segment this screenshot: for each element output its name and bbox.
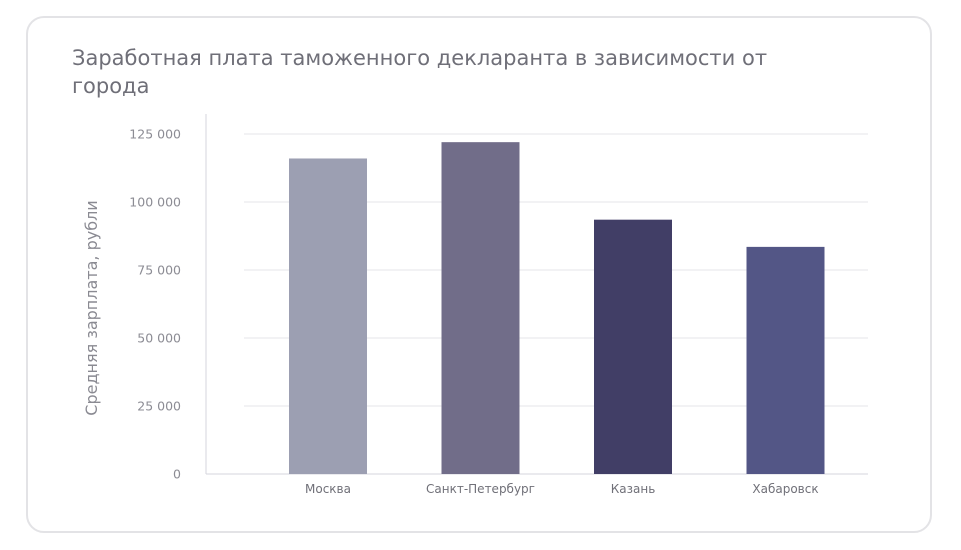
y-tick-label: 100 000 <box>129 195 181 210</box>
y-tick-label: 50 000 <box>137 331 181 346</box>
category-label: Казань <box>611 482 656 496</box>
category-labels: Москва Санкт-Петербург Казань Хабаровск <box>305 482 819 496</box>
y-tick-labels: 0 25 000 50 000 75 000 100 000 125 000 <box>129 127 181 482</box>
y-axis-label: Средняя зарплата, рубли <box>82 200 101 415</box>
y-tick-label: 125 000 <box>129 127 181 142</box>
y-tick-label: 75 000 <box>137 263 181 278</box>
y-tick-label: 25 000 <box>137 399 181 414</box>
chart-title: Заработная плата таможенного декларанта … <box>72 46 768 98</box>
category-label: Москва <box>305 482 351 496</box>
bar-2 <box>441 142 520 474</box>
category-label: Санкт-Петербург <box>426 482 535 496</box>
bars <box>289 142 825 475</box>
y-tick-label: 0 <box>173 467 181 482</box>
bar-3 <box>594 219 672 474</box>
category-label: Хабаровск <box>752 482 818 496</box>
bar-1 <box>289 158 367 475</box>
bar-4 <box>746 246 825 474</box>
